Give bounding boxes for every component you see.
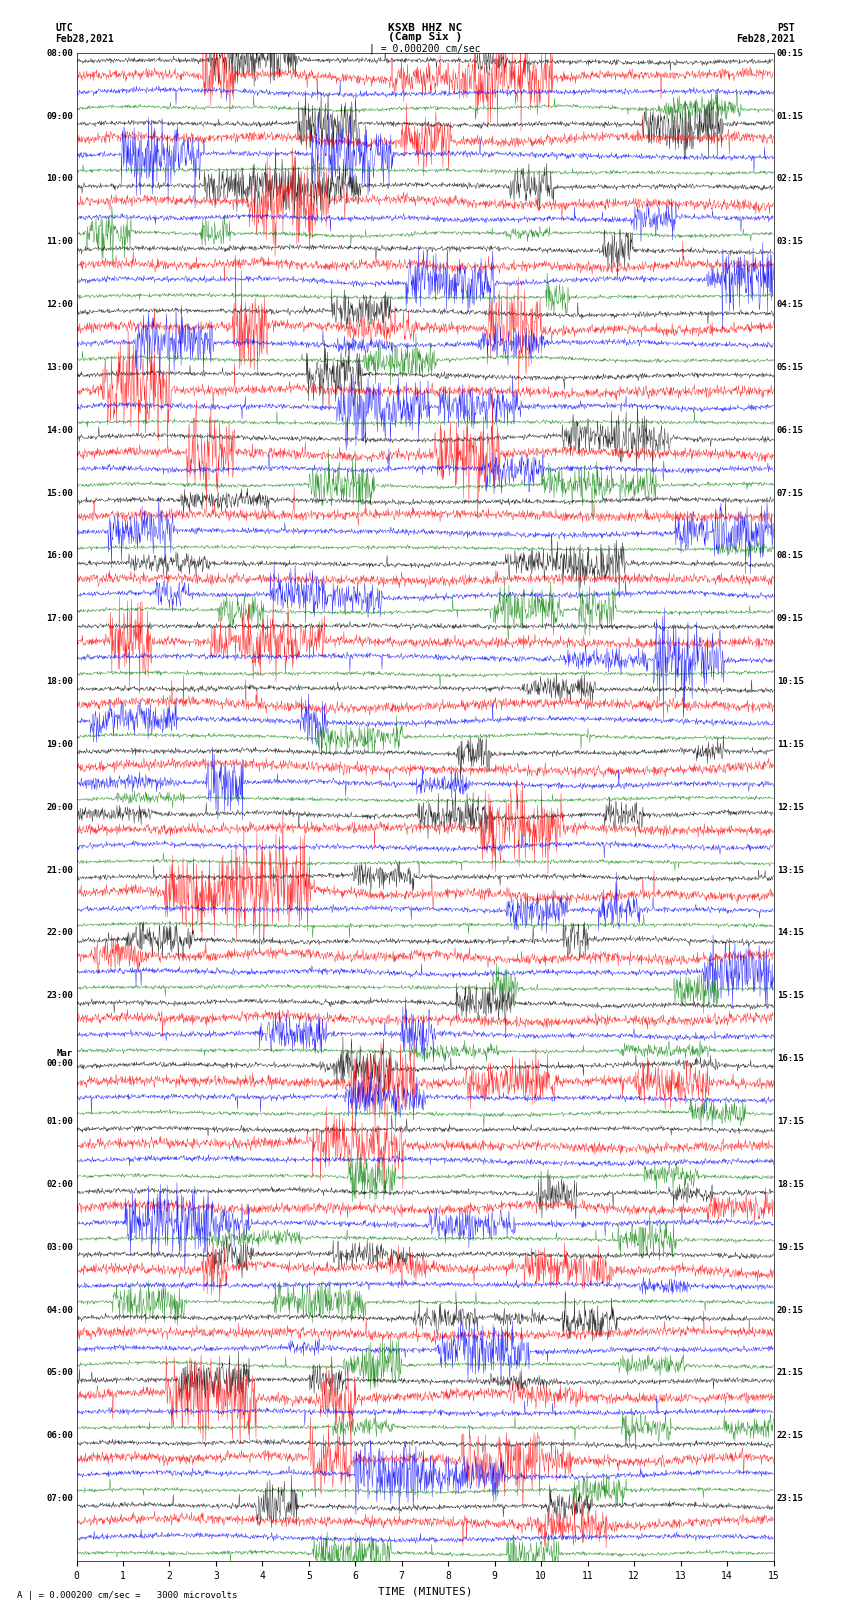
- Text: 02:00: 02:00: [46, 1179, 73, 1189]
- Text: 13:15: 13:15: [777, 866, 804, 874]
- Text: 01:00: 01:00: [46, 1118, 73, 1126]
- Text: 06:00: 06:00: [46, 1431, 73, 1440]
- Text: 17:00: 17:00: [46, 615, 73, 623]
- Text: 21:00: 21:00: [46, 866, 73, 874]
- Text: 08:15: 08:15: [777, 552, 804, 560]
- Text: 03:15: 03:15: [777, 237, 804, 247]
- Text: 19:00: 19:00: [46, 740, 73, 748]
- Text: 23:00: 23:00: [46, 992, 73, 1000]
- Text: 00:15: 00:15: [777, 48, 804, 58]
- Text: 02:15: 02:15: [777, 174, 804, 184]
- Text: 01:15: 01:15: [777, 111, 804, 121]
- Text: 06:15: 06:15: [777, 426, 804, 436]
- Text: 16:00: 16:00: [46, 552, 73, 560]
- Text: 04:15: 04:15: [777, 300, 804, 310]
- Text: 20:15: 20:15: [777, 1305, 804, 1315]
- Text: 05:15: 05:15: [777, 363, 804, 373]
- Text: 14:00: 14:00: [46, 426, 73, 436]
- Text: A | = 0.000200 cm/sec =   3000 microvolts: A | = 0.000200 cm/sec = 3000 microvolts: [17, 1590, 237, 1600]
- Text: KSXB HHZ NC: KSXB HHZ NC: [388, 23, 462, 32]
- Text: 03:00: 03:00: [46, 1242, 73, 1252]
- Text: 04:00: 04:00: [46, 1305, 73, 1315]
- Text: 05:00: 05:00: [46, 1368, 73, 1378]
- Text: 11:15: 11:15: [777, 740, 804, 748]
- Text: | = 0.000200 cm/sec: | = 0.000200 cm/sec: [369, 44, 481, 55]
- Text: 18:00: 18:00: [46, 677, 73, 686]
- Text: 19:15: 19:15: [777, 1242, 804, 1252]
- Text: 22:00: 22:00: [46, 929, 73, 937]
- Text: 12:00: 12:00: [46, 300, 73, 310]
- Text: 07:00: 07:00: [46, 1494, 73, 1503]
- Text: 09:00: 09:00: [46, 111, 73, 121]
- Text: 15:15: 15:15: [777, 992, 804, 1000]
- Text: 09:15: 09:15: [777, 615, 804, 623]
- Text: 20:00: 20:00: [46, 803, 73, 811]
- Text: Mar
00:00: Mar 00:00: [46, 1048, 73, 1068]
- Text: 11:00: 11:00: [46, 237, 73, 247]
- Text: 18:15: 18:15: [777, 1179, 804, 1189]
- Text: 10:00: 10:00: [46, 174, 73, 184]
- Text: PST
Feb28,2021: PST Feb28,2021: [736, 23, 795, 44]
- Text: (Camp Six ): (Camp Six ): [388, 32, 462, 42]
- Text: 23:15: 23:15: [777, 1494, 804, 1503]
- Text: UTC
Feb28,2021: UTC Feb28,2021: [55, 23, 114, 44]
- Text: 13:00: 13:00: [46, 363, 73, 373]
- Text: 22:15: 22:15: [777, 1431, 804, 1440]
- Text: 10:15: 10:15: [777, 677, 804, 686]
- Text: 17:15: 17:15: [777, 1118, 804, 1126]
- Text: 08:00: 08:00: [46, 48, 73, 58]
- Text: 12:15: 12:15: [777, 803, 804, 811]
- Text: 16:15: 16:15: [777, 1055, 804, 1063]
- Text: 07:15: 07:15: [777, 489, 804, 497]
- Text: 15:00: 15:00: [46, 489, 73, 497]
- Text: 21:15: 21:15: [777, 1368, 804, 1378]
- Text: 14:15: 14:15: [777, 929, 804, 937]
- X-axis label: TIME (MINUTES): TIME (MINUTES): [377, 1587, 473, 1597]
